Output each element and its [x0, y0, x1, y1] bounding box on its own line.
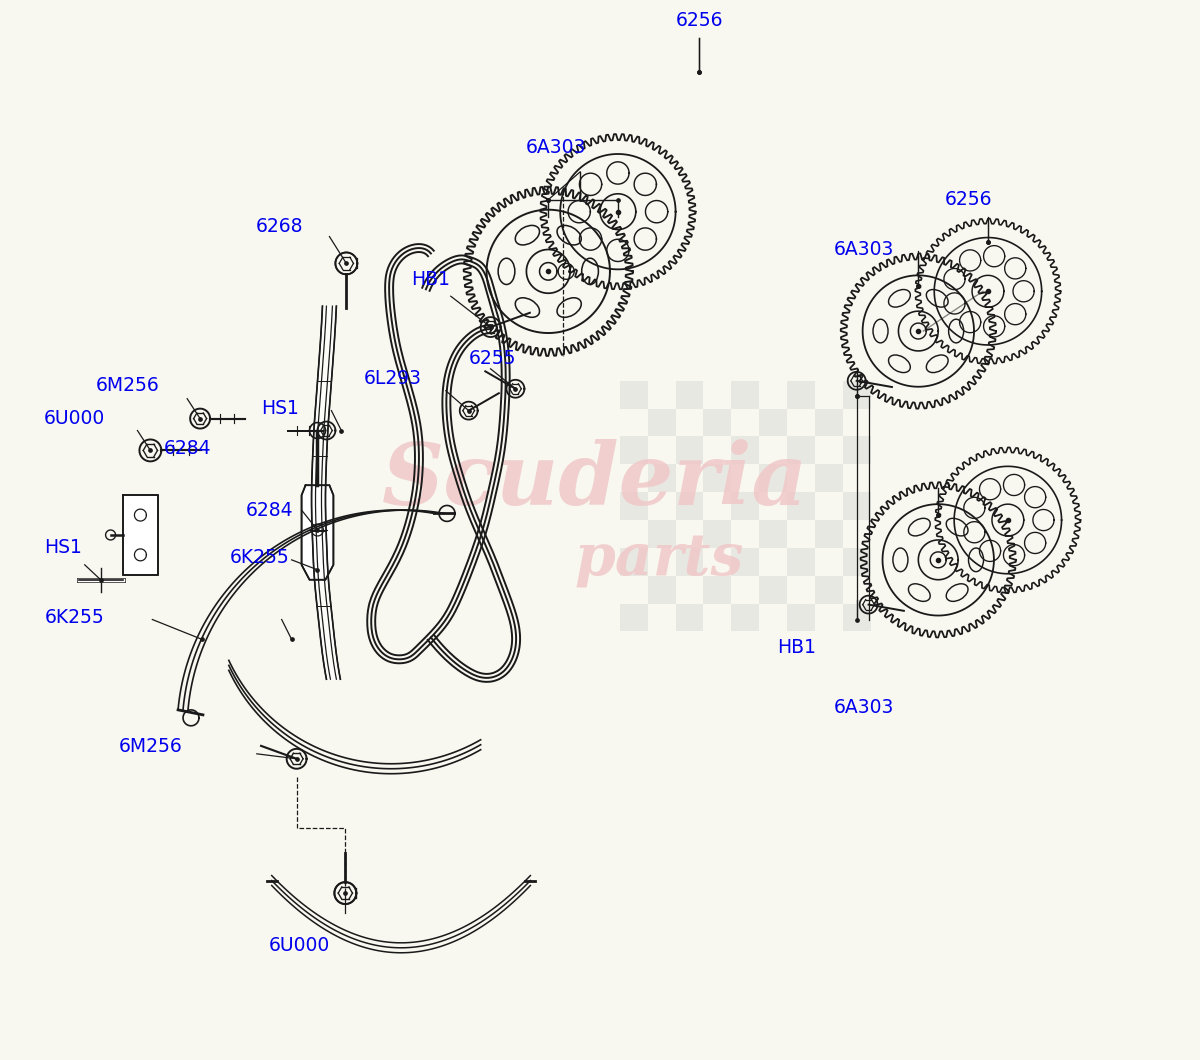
Bar	[676, 437, 703, 464]
Bar	[648, 464, 676, 492]
Bar	[842, 603, 870, 632]
Text: 6M256: 6M256	[119, 738, 182, 757]
Text: 6L293: 6L293	[364, 369, 422, 388]
Text: 6284: 6284	[163, 439, 211, 458]
Bar	[815, 520, 842, 548]
Bar	[760, 520, 787, 548]
Bar	[731, 381, 760, 409]
Bar	[703, 464, 731, 492]
Bar	[620, 437, 648, 464]
Text: HS1: HS1	[260, 400, 299, 418]
Text: 6M256: 6M256	[96, 376, 160, 395]
Bar	[620, 381, 648, 409]
Bar	[842, 437, 870, 464]
Bar	[620, 548, 648, 576]
Bar	[787, 381, 815, 409]
Bar	[648, 576, 676, 603]
Text: 6K255: 6K255	[44, 608, 104, 628]
Text: 6A303: 6A303	[834, 697, 894, 717]
Text: Scuderia: Scuderia	[382, 439, 808, 522]
Text: parts: parts	[575, 532, 744, 588]
Text: 6256: 6256	[676, 12, 724, 30]
Bar	[731, 492, 760, 520]
Bar	[620, 603, 648, 632]
Text: 6A303: 6A303	[834, 240, 894, 259]
Bar	[620, 492, 648, 520]
Bar	[787, 548, 815, 576]
Bar	[703, 520, 731, 548]
Bar	[648, 520, 676, 548]
Bar	[676, 381, 703, 409]
Bar	[787, 492, 815, 520]
Bar	[842, 492, 870, 520]
Bar	[731, 548, 760, 576]
Text: 6284: 6284	[246, 500, 294, 519]
Text: 6268: 6268	[256, 217, 304, 236]
Bar	[815, 576, 842, 603]
Bar	[787, 603, 815, 632]
Bar	[815, 409, 842, 437]
Text: 6U000: 6U000	[269, 936, 330, 955]
Bar	[731, 437, 760, 464]
Bar	[815, 464, 842, 492]
Text: 6256: 6256	[944, 190, 992, 209]
Text: 6U000: 6U000	[44, 409, 106, 428]
Bar	[648, 409, 676, 437]
Bar	[842, 548, 870, 576]
Text: 6255: 6255	[469, 350, 516, 369]
Bar	[676, 492, 703, 520]
Text: 6K255: 6K255	[230, 548, 289, 567]
Bar	[787, 437, 815, 464]
Polygon shape	[122, 495, 158, 575]
Bar	[676, 548, 703, 576]
Polygon shape	[301, 485, 334, 580]
Bar	[703, 409, 731, 437]
Bar	[703, 576, 731, 603]
Text: HS1: HS1	[44, 538, 82, 558]
Text: HB1: HB1	[778, 638, 816, 657]
Bar	[676, 603, 703, 632]
Text: HB1: HB1	[412, 270, 450, 288]
Text: 6A303: 6A303	[526, 138, 587, 157]
Bar	[760, 409, 787, 437]
Bar	[760, 576, 787, 603]
Bar	[731, 603, 760, 632]
Bar	[760, 464, 787, 492]
Bar	[842, 381, 870, 409]
